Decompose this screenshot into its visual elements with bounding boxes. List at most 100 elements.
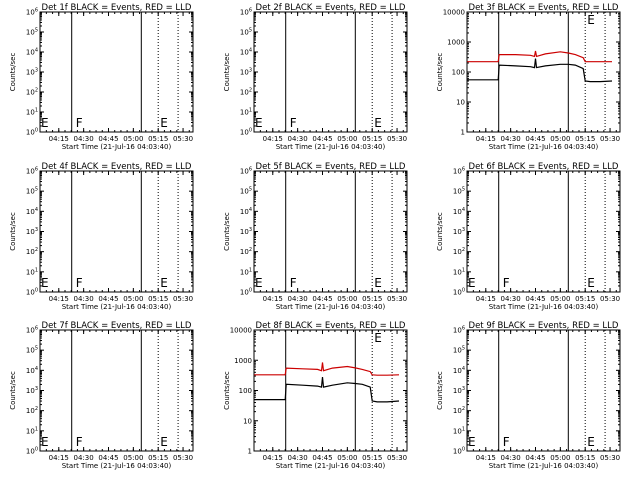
x-tick-label: 04:15 bbox=[476, 135, 496, 143]
y-tick-label: 101 bbox=[26, 267, 38, 276]
y-axis-label: Counts/sec bbox=[436, 371, 444, 410]
interval-marker: E bbox=[468, 435, 476, 449]
y-tick-label: 102 bbox=[240, 247, 252, 256]
x-tick-label: 04:30 bbox=[501, 295, 521, 303]
panel-det-6: Det 6f BLACK = Events, RED = LLD 100 101 10… bbox=[436, 162, 621, 311]
y-tick-label: 101 bbox=[240, 108, 252, 117]
x-tick-label: 04:30 bbox=[74, 454, 94, 462]
interval-marker: E bbox=[587, 276, 595, 290]
y-tick-label: 10000 bbox=[230, 327, 252, 335]
y-tick-label: 100 bbox=[26, 128, 38, 137]
panel-det-4: Det 4f BLACK = Events, RED = LLD 100 101 10… bbox=[9, 162, 194, 311]
x-tick-label: 05:00 bbox=[123, 135, 143, 143]
y-tick-label: 100 bbox=[240, 128, 252, 137]
x-axis-label: Start Time (21-Jul-16 04:03:40) bbox=[62, 303, 172, 311]
y-tick-label: 101 bbox=[453, 267, 465, 276]
plot-frame bbox=[253, 11, 408, 133]
y-tick-label: 100 bbox=[453, 447, 465, 456]
events-series-line bbox=[467, 58, 613, 83]
x-tick-label: 05:00 bbox=[123, 295, 143, 303]
x-tick-label: 05:15 bbox=[362, 295, 382, 303]
y-tick-label: 102 bbox=[240, 88, 252, 97]
plot-frame bbox=[39, 11, 194, 133]
x-tick-label: 04:45 bbox=[98, 295, 118, 303]
x-tick-label: 05:00 bbox=[337, 454, 357, 462]
x-tick-label: 05:00 bbox=[550, 295, 570, 303]
panel-title: Det 2f BLACK = Events, RED = LLD bbox=[256, 3, 406, 13]
panel-title: Det 7f BLACK = Events, RED = LLD bbox=[42, 321, 192, 331]
x-axis-label: Start Time (21-Jul-16 04:03:40) bbox=[276, 143, 386, 151]
interval-marker: E bbox=[587, 435, 595, 449]
lld-series-line bbox=[467, 50, 612, 63]
x-tick-label: 05:15 bbox=[362, 454, 382, 462]
y-tick-label: 105 bbox=[240, 187, 252, 196]
x-tick-label: 04:15 bbox=[49, 454, 69, 462]
x-axis-label: Start Time (21-Jul-16 04:03:40) bbox=[489, 462, 599, 470]
x-tick-label: 05:15 bbox=[362, 135, 382, 143]
y-tick-label: 102 bbox=[26, 406, 38, 415]
y-tick-label: 104 bbox=[240, 48, 252, 57]
plot-frame bbox=[466, 329, 621, 452]
interval-marker: E bbox=[374, 331, 382, 345]
panel-title: Det 4f BLACK = Events, RED = LLD bbox=[42, 162, 192, 172]
y-tick-label: 105 bbox=[26, 28, 38, 37]
x-axis-label: Start Time (21-Jul-16 04:03:40) bbox=[276, 303, 386, 311]
interval-marker: E bbox=[374, 276, 382, 290]
plot-frame bbox=[253, 170, 408, 293]
x-tick-label: 05:30 bbox=[173, 295, 193, 303]
y-tick-label: 106 bbox=[26, 326, 38, 335]
y-tick-label: 106 bbox=[240, 167, 252, 176]
panel-title: Det 3f BLACK = Events, RED = LLD bbox=[469, 3, 619, 13]
y-tick-label: 103 bbox=[240, 227, 252, 236]
y-tick-label: 103 bbox=[453, 386, 465, 395]
y-tick-label: 106 bbox=[453, 326, 465, 335]
y-axis-label: Counts/sec bbox=[436, 53, 444, 92]
x-tick-label: 04:30 bbox=[501, 135, 521, 143]
x-tick-label: 04:30 bbox=[501, 454, 521, 462]
panel-title: Det 6f BLACK = Events, RED = LLD bbox=[469, 162, 619, 172]
y-tick-label: 1 bbox=[461, 129, 465, 137]
interval-marker: E bbox=[41, 276, 49, 290]
interval-marker: E bbox=[255, 116, 263, 130]
y-tick-label: 100 bbox=[239, 387, 252, 395]
y-tick-label: 104 bbox=[26, 48, 38, 57]
x-tick-label: 04:45 bbox=[312, 454, 332, 462]
y-tick-label: 103 bbox=[26, 386, 38, 395]
y-axis-label: Counts/sec bbox=[436, 212, 444, 251]
y-tick-label: 106 bbox=[26, 8, 38, 17]
x-axis-label: Start Time (21-Jul-16 04:03:40) bbox=[489, 303, 599, 311]
panel-det-1: Det 1f BLACK = Events, RED = LLD 100 101 10… bbox=[9, 3, 194, 151]
interval-marker: E bbox=[160, 435, 168, 449]
x-tick-label: 04:15 bbox=[476, 454, 496, 462]
panel-det-7: Det 7f BLACK = Events, RED = LLD 100 101 10… bbox=[9, 321, 194, 470]
x-tick-label: 05:30 bbox=[600, 295, 620, 303]
y-axis-label: Counts/sec bbox=[223, 53, 231, 92]
plot-frame bbox=[253, 329, 408, 452]
panel-title: Det 8f BLACK = Events, RED = LLD bbox=[256, 321, 406, 331]
x-tick-label: 04:45 bbox=[525, 135, 545, 143]
y-tick-label: 104 bbox=[453, 207, 465, 216]
interval-marker: E bbox=[41, 435, 49, 449]
panel-title: Det 5f BLACK = Events, RED = LLD bbox=[256, 162, 406, 172]
x-tick-label: 04:45 bbox=[312, 295, 332, 303]
x-tick-label: 05:00 bbox=[550, 454, 570, 462]
y-tick-label: 102 bbox=[26, 247, 38, 256]
y-tick-label: 10 bbox=[456, 99, 465, 107]
plot-frame bbox=[466, 170, 621, 293]
x-tick-label: 05:15 bbox=[575, 135, 595, 143]
x-axis-label: Start Time (21-Jul-16 04:03:40) bbox=[62, 143, 172, 151]
interval-marker: E bbox=[255, 276, 263, 290]
x-axis-label: Start Time (21-Jul-16 04:03:40) bbox=[276, 462, 386, 470]
y-axis-label: Counts/sec bbox=[223, 212, 231, 251]
y-tick-label: 1000 bbox=[447, 39, 465, 47]
x-tick-label: 05:30 bbox=[387, 135, 407, 143]
x-tick-label: 05:15 bbox=[575, 295, 595, 303]
panel-title: Det 1f BLACK = Events, RED = LLD bbox=[42, 3, 192, 13]
panel-det-3: Det 3f BLACK = Events, RED = LLD 1 10 100 10… bbox=[436, 3, 621, 151]
y-tick-label: 106 bbox=[453, 167, 465, 176]
x-tick-label: 04:45 bbox=[525, 295, 545, 303]
x-tick-label: 05:30 bbox=[173, 454, 193, 462]
panel-det-2: Det 2f BLACK = Events, RED = LLD 100 101 10… bbox=[223, 3, 408, 151]
x-tick-label: 04:15 bbox=[476, 295, 496, 303]
y-axis-label: Counts/sec bbox=[9, 212, 17, 251]
